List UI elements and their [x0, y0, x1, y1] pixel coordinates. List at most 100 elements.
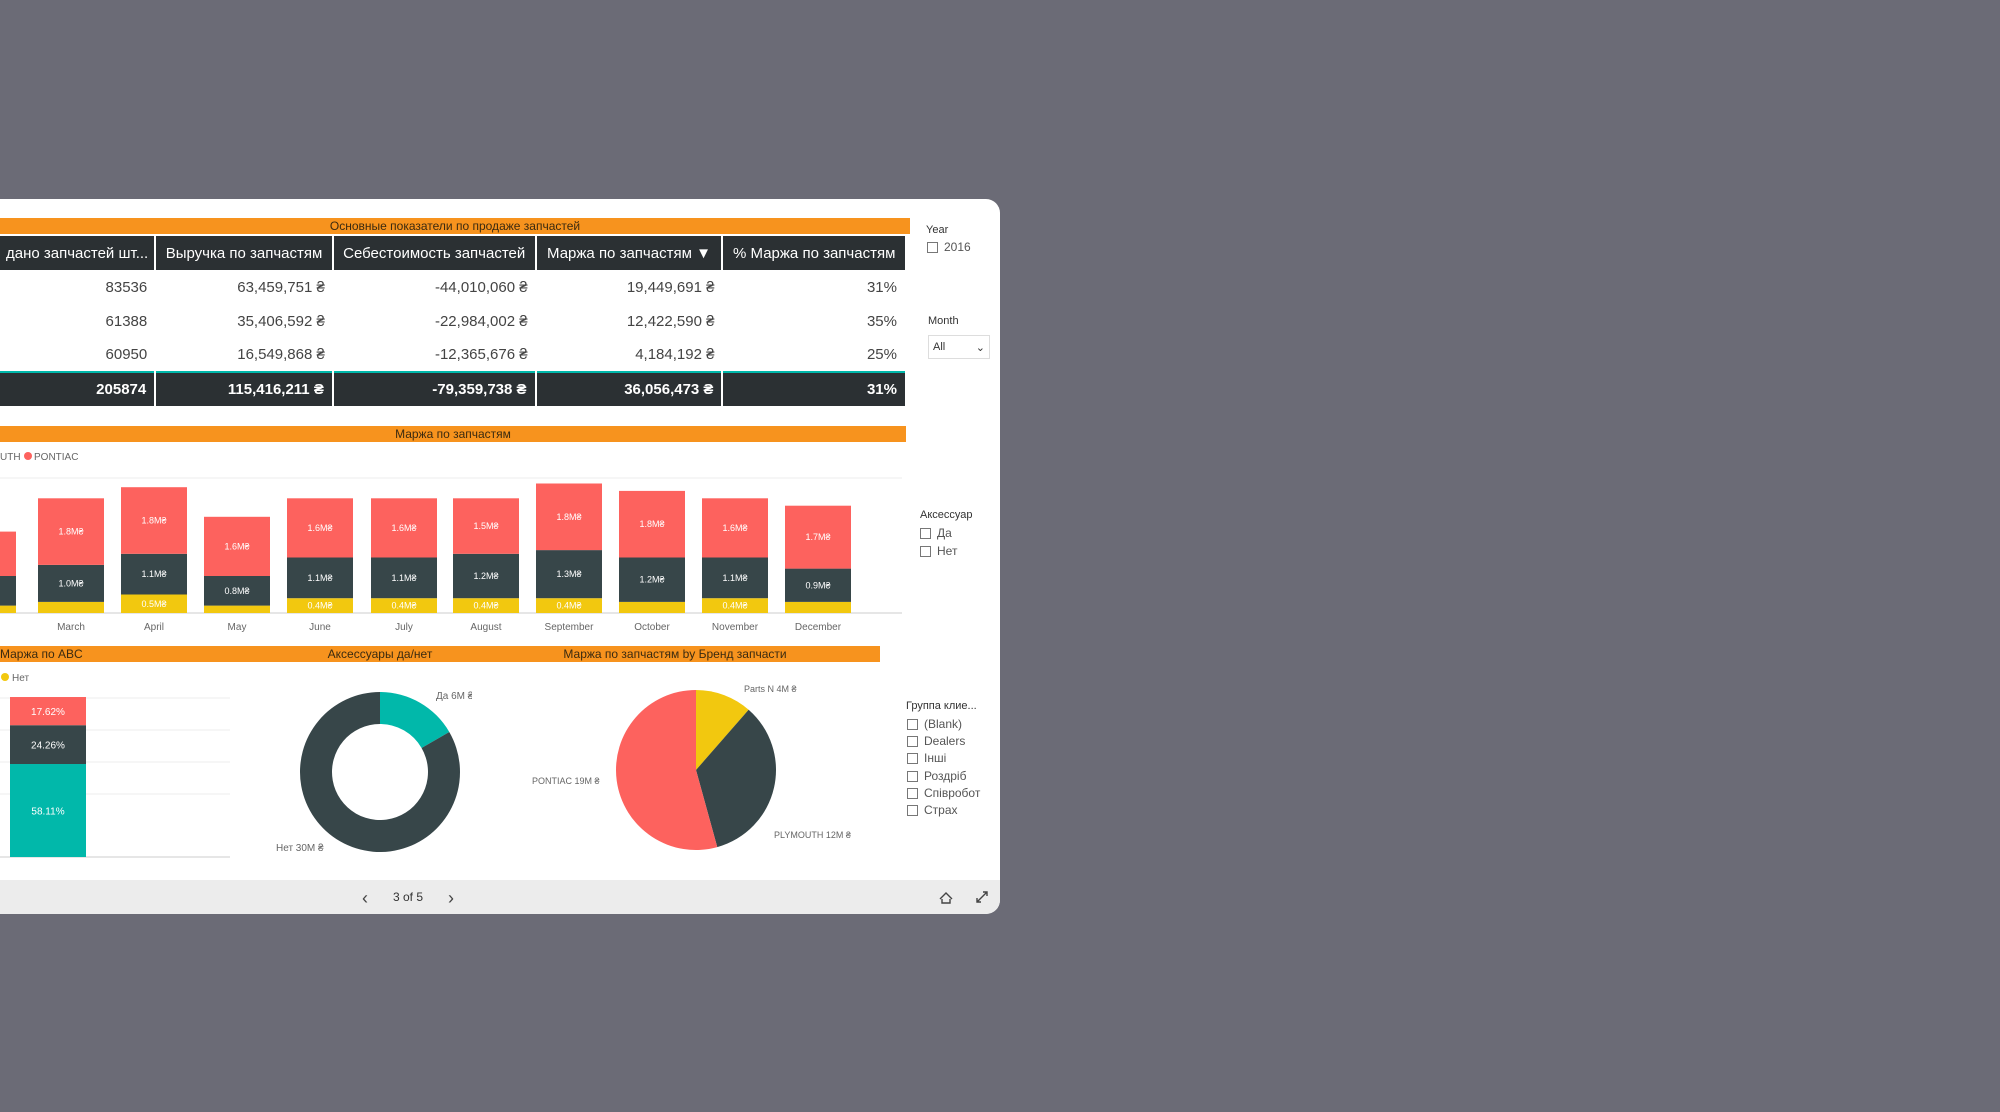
- x-tick-label: July: [395, 622, 413, 633]
- bar-segment[interactable]: [453, 498, 519, 554]
- report-card: Основные показатели по продаже запчастей…: [0, 199, 1000, 914]
- checkbox-icon: [907, 735, 918, 747]
- bar-data-label: 1.6M₴: [722, 523, 747, 533]
- accessory-option-no[interactable]: Нет: [920, 544, 957, 558]
- month-dropdown[interactable]: All ⌄: [928, 335, 990, 359]
- client-group-option-label: Співробот: [924, 786, 981, 800]
- client-group-option[interactable]: Dealers: [907, 734, 965, 748]
- bar-data-label: 0.4M₴: [307, 601, 332, 611]
- table-row: 61388 35,406,592 ₴ -22,984,002 ₴ 12,422,…: [0, 304, 905, 338]
- bar-segment[interactable]: [702, 598, 768, 613]
- pie-slice[interactable]: [696, 709, 776, 848]
- accessory-donut-chart: Да 6M ₴ Нет 30M ₴: [276, 691, 472, 854]
- brand-chart-banner: Маржа по запчастям by Бренд запчасти: [470, 646, 880, 662]
- table-cell: 31%: [866, 278, 897, 296]
- bar-data-label: 1.6M₴: [391, 523, 416, 533]
- col-header-margin-pct[interactable]: % Маржа по запчастям: [722, 236, 905, 270]
- x-tick-label: December: [795, 622, 842, 633]
- checkbox-icon: [907, 787, 918, 799]
- table-cell: -44,010,060 ₴: [434, 278, 528, 296]
- bar-segment[interactable]: [287, 598, 353, 613]
- col-header-revenue[interactable]: Выручка по запчастям: [155, 236, 334, 270]
- x-tick-label: November: [712, 622, 759, 633]
- bar-segment[interactable]: [453, 553, 519, 599]
- previous-page-icon[interactable]: ‹: [362, 888, 368, 908]
- share-icon[interactable]: [938, 889, 954, 905]
- bar-segment[interactable]: [453, 598, 519, 613]
- bar-data-label: 1.8M₴: [639, 519, 664, 529]
- checkbox-icon: [920, 545, 931, 557]
- bar-segment[interactable]: [785, 505, 851, 569]
- bar-segment[interactable]: [121, 553, 187, 595]
- bar-segment[interactable]: [536, 598, 602, 613]
- legend-marker-pontiac: [24, 452, 32, 460]
- bar-segment[interactable]: [619, 557, 685, 602]
- bar-segment[interactable]: [619, 490, 685, 558]
- bar-segment[interactable]: [371, 598, 437, 613]
- bar-segment[interactable]: [121, 594, 187, 614]
- bar-segment[interactable]: [10, 725, 86, 765]
- bar-data-label: 0.4M₴: [556, 601, 581, 611]
- bar-data-label: 1.5M₴: [473, 521, 498, 531]
- table-row: 60950 16,549,868 ₴ -12,365,676 ₴ 4,184,1…: [0, 338, 905, 372]
- fullscreen-icon[interactable]: [974, 889, 990, 905]
- client-group-option[interactable]: Співробот: [907, 786, 980, 800]
- x-tick-label: September: [545, 622, 595, 633]
- total-cell: -79,359,738 ₴: [332, 372, 537, 406]
- pie-slice[interactable]: [696, 690, 749, 770]
- bar-segment[interactable]: [785, 601, 851, 613]
- bar-segment[interactable]: [38, 601, 104, 613]
- bar-segment[interactable]: [38, 498, 104, 565]
- client-group-option[interactable]: Роздріб: [907, 769, 966, 783]
- table-cell: 19,449,691 ₴: [626, 278, 715, 296]
- legend-label: PONTIAC: [34, 452, 78, 463]
- total-cell: 205874: [0, 372, 157, 406]
- bar-segment[interactable]: [371, 557, 437, 599]
- abc-stacked-chart: Нет 58.11% 24.26% 17.62%: [0, 673, 230, 858]
- bar-segment[interactable]: [371, 498, 437, 558]
- col-header-margin[interactable]: Маржа по запчастям ▼: [535, 236, 724, 270]
- bar-segment[interactable]: [287, 557, 353, 599]
- bar-segment[interactable]: [10, 764, 86, 857]
- col-header-qty[interactable]: дано запчастей шт...: [0, 236, 157, 270]
- bar-segment[interactable]: [10, 697, 86, 726]
- bar-segment[interactable]: [702, 498, 768, 558]
- bar-data-label: 17.62%: [31, 707, 65, 718]
- bar-segment[interactable]: [0, 576, 16, 606]
- table-cell: -22,984,002 ₴: [434, 312, 528, 330]
- next-page-icon[interactable]: ›: [448, 888, 454, 908]
- client-group-option[interactable]: (Blank): [907, 717, 962, 731]
- bar-segment[interactable]: [287, 498, 353, 558]
- pie-slice[interactable]: [616, 690, 718, 850]
- col-header-cost[interactable]: Себестоимость запчастей: [332, 236, 537, 270]
- bar-segment[interactable]: [785, 568, 851, 602]
- bar-data-label: 1.8M₴: [141, 516, 166, 526]
- accessory-slicer-label: Аксессуар: [920, 509, 973, 521]
- margin-chart-banner: Маржа по запчастям: [0, 426, 906, 442]
- bar-segment[interactable]: [204, 605, 270, 613]
- accessory-chart-banner: Аксессуары да/нет: [290, 646, 470, 662]
- bar-segment[interactable]: [0, 531, 16, 576]
- bar-segment[interactable]: [121, 487, 187, 554]
- table-cell: 35,406,592 ₴: [237, 312, 325, 330]
- accessory-option-yes[interactable]: Да: [920, 526, 952, 540]
- page-indicator: 3 of 5: [393, 890, 424, 904]
- bar-segment[interactable]: [0, 605, 16, 613]
- donut-slice[interactable]: [300, 692, 460, 852]
- bar-segment[interactable]: [536, 550, 602, 599]
- year-option-2016[interactable]: 2016: [927, 240, 971, 254]
- total-cell: 36,056,473 ₴: [535, 372, 724, 406]
- bar-segment[interactable]: [619, 601, 685, 613]
- bar-data-label: 0.9M₴: [805, 580, 830, 590]
- bar-segment[interactable]: [536, 483, 602, 551]
- donut-slice[interactable]: [380, 692, 450, 748]
- bar-segment[interactable]: [38, 564, 104, 602]
- client-group-option[interactable]: Страх: [907, 803, 958, 817]
- bar-segment[interactable]: [204, 516, 270, 576]
- bar-segment[interactable]: [702, 557, 768, 599]
- client-group-option[interactable]: Інші: [907, 751, 946, 765]
- client-group-option-label: Страх: [924, 803, 958, 817]
- table-cell: 12,422,590 ₴: [626, 312, 715, 330]
- bar-segment[interactable]: [204, 576, 270, 606]
- checkbox-icon: [907, 718, 918, 730]
